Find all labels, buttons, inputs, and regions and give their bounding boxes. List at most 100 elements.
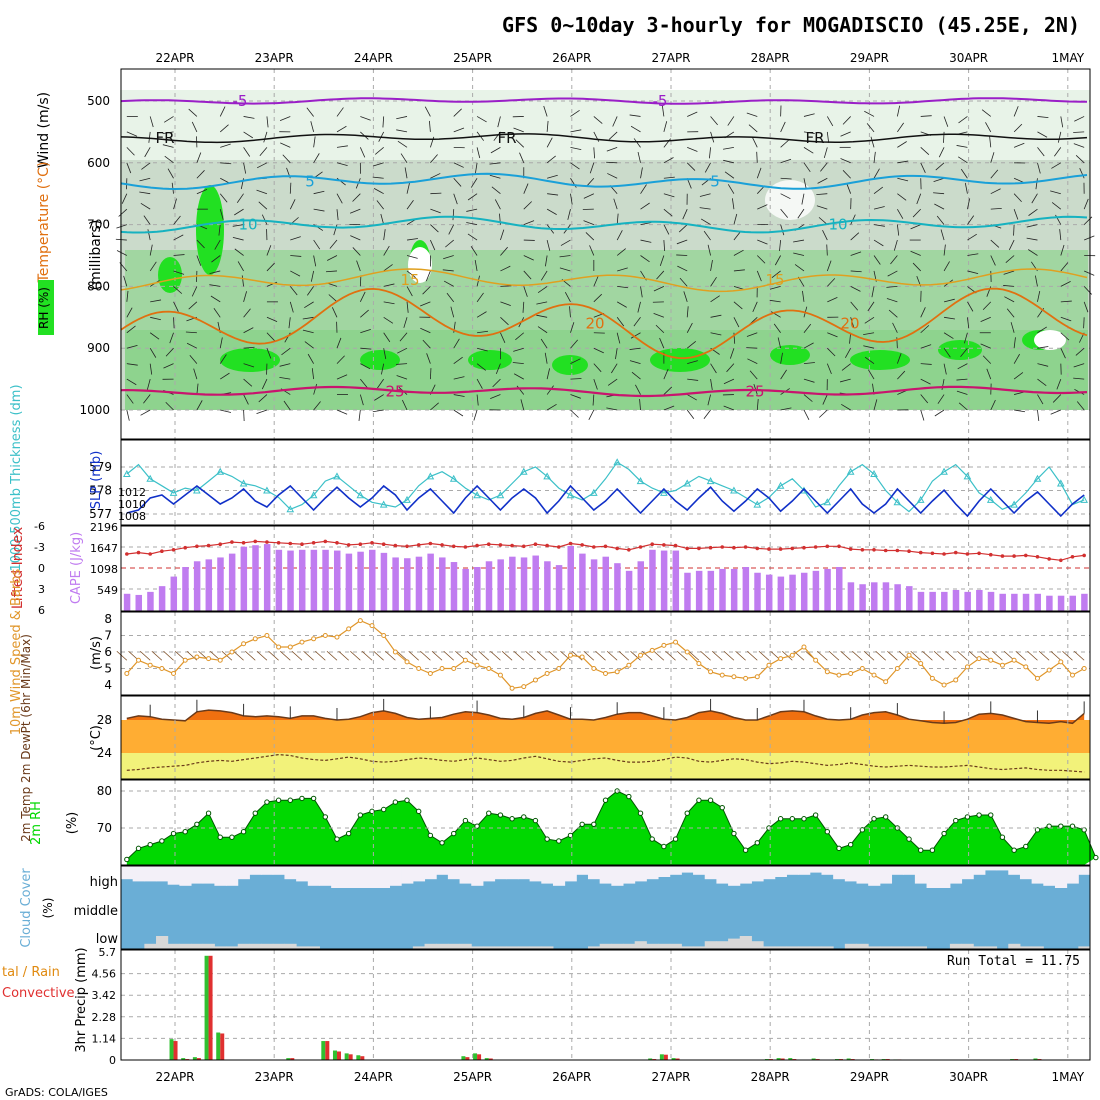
wind-barb bbox=[677, 265, 688, 272]
axis-label: (°C) bbox=[89, 725, 104, 751]
wind-barb bbox=[372, 176, 384, 179]
temp-band bbox=[121, 720, 1090, 753]
wind-barb bbox=[310, 270, 315, 282]
wind-speed-point bbox=[416, 666, 422, 671]
wind-barb bbox=[943, 347, 951, 358]
wind-barb bbox=[515, 139, 525, 148]
cloud-low-bar bbox=[949, 943, 963, 949]
wind-barb bbox=[470, 178, 478, 188]
surface-wind-barb bbox=[233, 650, 244, 661]
wind-barb bbox=[266, 316, 278, 322]
wind-barb bbox=[990, 239, 1000, 248]
wind-speed-point bbox=[241, 641, 247, 647]
wind-barb bbox=[943, 332, 954, 339]
dew-band bbox=[121, 753, 1090, 779]
wind-speed-point bbox=[801, 644, 807, 650]
wind-barb bbox=[615, 348, 618, 360]
wind-speed-point bbox=[591, 666, 597, 671]
lifted-index-point bbox=[440, 543, 444, 547]
wind-barb bbox=[920, 344, 932, 349]
wind-barb bbox=[453, 356, 463, 364]
date-label-top: 22APR bbox=[155, 51, 194, 65]
wind-barb bbox=[570, 146, 582, 151]
surface-wind-barb bbox=[606, 650, 618, 661]
rh2m-point bbox=[1034, 827, 1041, 833]
wind-speed-point bbox=[906, 652, 912, 658]
cloud-high-clear bbox=[996, 866, 1009, 871]
date-label-bottom: 28APR bbox=[751, 1070, 790, 1084]
cloud-low-bar bbox=[623, 943, 636, 949]
axis-label: (%) bbox=[65, 812, 80, 835]
wind-barb bbox=[376, 200, 384, 210]
lifted-index-point bbox=[942, 552, 946, 556]
cloud-level-label: high bbox=[90, 875, 118, 890]
cape-bar bbox=[917, 591, 925, 611]
convective-bar bbox=[325, 1041, 330, 1060]
cape-bar bbox=[263, 544, 271, 611]
cloud-low-bar bbox=[156, 936, 169, 949]
cape-bar bbox=[228, 553, 236, 611]
wind-barb bbox=[731, 198, 735, 210]
wind-barb bbox=[897, 141, 907, 148]
wind-barb bbox=[520, 399, 525, 411]
lifted-index-point bbox=[918, 550, 923, 555]
wind-barb bbox=[1037, 147, 1045, 157]
wind-barb bbox=[374, 394, 384, 401]
wind-barb bbox=[188, 301, 198, 310]
cloud-low-bar bbox=[716, 941, 729, 949]
wind-barb bbox=[163, 363, 174, 369]
cloud-high-clear bbox=[167, 866, 180, 885]
wind-barb bbox=[819, 409, 828, 418]
wind-barb bbox=[588, 409, 595, 420]
precip-label: Convective bbox=[2, 986, 75, 1001]
wind-speed-point bbox=[1058, 659, 1064, 665]
rh-bright-spot bbox=[196, 185, 224, 275]
wind-barb bbox=[1060, 244, 1065, 256]
isotherm-line bbox=[120, 215, 1088, 234]
cloud-low-bar bbox=[436, 943, 449, 949]
wind-barb bbox=[383, 245, 390, 256]
wind-speed-point bbox=[871, 672, 877, 678]
wind-barb bbox=[663, 157, 674, 164]
wind-barb bbox=[780, 352, 783, 364]
wind-barb bbox=[1073, 131, 1085, 133]
lifted-index-point bbox=[475, 543, 479, 548]
wind10-panel: 8 7 6 5 4 10m Wind Speed & Barbs (m/s) bbox=[9, 569, 1090, 735]
wind-barb bbox=[443, 255, 454, 260]
thickness-point bbox=[169, 488, 178, 496]
isotherm-line bbox=[120, 172, 1088, 191]
wind-barb bbox=[920, 307, 926, 318]
wind-barb bbox=[703, 409, 711, 420]
wind-barb bbox=[279, 116, 291, 121]
wind-barb bbox=[406, 270, 416, 279]
wind-barb bbox=[963, 332, 968, 344]
wind-barb bbox=[756, 399, 759, 411]
rain-bar bbox=[484, 1058, 489, 1060]
wind-barb bbox=[850, 301, 859, 311]
wind-barb bbox=[827, 297, 838, 303]
cape-bar bbox=[859, 584, 866, 611]
wind-barb bbox=[383, 229, 386, 241]
isotherm-label: -5 bbox=[653, 92, 668, 110]
wind-barb bbox=[474, 260, 478, 272]
rh2m-point bbox=[1023, 843, 1029, 850]
surface-wind-barb bbox=[700, 650, 711, 661]
cloud-high-clear bbox=[261, 866, 274, 875]
axis-label: 1000-500mb Thickness (dm) bbox=[9, 384, 24, 571]
wind-barb bbox=[583, 193, 594, 199]
lifted-index-point bbox=[837, 544, 841, 549]
cape-bar bbox=[555, 565, 563, 611]
wind-barb bbox=[148, 131, 151, 143]
wind-barb bbox=[258, 394, 268, 403]
wind-barb bbox=[336, 162, 348, 167]
wind-barb bbox=[686, 162, 696, 171]
cape-bar bbox=[835, 567, 843, 611]
wind-barb bbox=[313, 401, 321, 411]
thickness-point bbox=[916, 495, 925, 503]
wind-barb bbox=[920, 363, 932, 365]
lifted-index-point bbox=[802, 545, 806, 550]
wind-barb bbox=[723, 159, 735, 164]
wind-barb bbox=[1057, 131, 1062, 143]
wind-speed-point bbox=[124, 670, 130, 676]
wind-barb bbox=[990, 152, 995, 163]
